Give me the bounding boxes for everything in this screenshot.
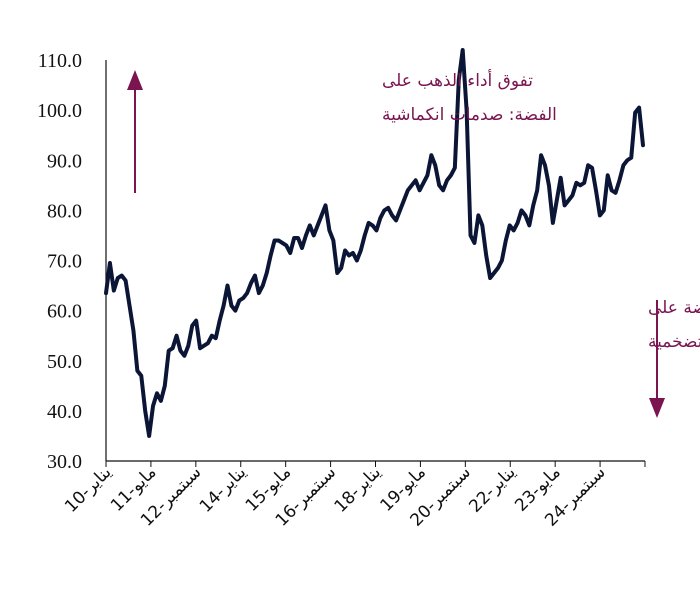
series-line: [104, 47, 645, 438]
y-tick-label: 100.0: [37, 100, 82, 122]
x-tick-labels: يناير-10مايو-11سبتمبر-12يناير-14مايو-15س…: [61, 462, 609, 531]
x-tick-label: يناير-22: [465, 462, 520, 517]
y-tick-label: 80.0: [47, 200, 82, 222]
y-tick-label: 40.0: [47, 401, 82, 423]
y-tick-label: 30.0: [47, 451, 82, 473]
y-tick-label: 110.0: [38, 50, 82, 72]
annotations-group: تفوق أداء الذهب على الفضة: صدمات انكماشية…: [127, 69, 700, 418]
y-tick-label: 50.0: [47, 351, 82, 373]
series-group: [104, 47, 645, 438]
arrow-down-icon: [649, 398, 665, 418]
annotation-up-line1: تفوق أداء الذهب على: [382, 69, 533, 91]
annotation-down-line1: تفوق أداء الفضة على: [648, 296, 700, 318]
arrow-up-icon: [127, 70, 143, 90]
annotation-up-line2: الفضة: صدمات انكماشية: [382, 105, 557, 125]
x-tick-label: يناير-18: [331, 462, 386, 517]
axes-group: [105, 60, 646, 467]
y-tick-label: 70.0: [47, 251, 82, 273]
y-tick-label: 60.0: [47, 301, 82, 323]
y-tick-labels: 30.0 40.0 50.0 60.0 70.0 80.0 90.0 100.0 110.0: [37, 50, 82, 473]
x-tick-label: يناير-14: [196, 462, 251, 517]
y-tick-label: 90.0: [47, 150, 82, 172]
annotation-down-line2: الذهب: صدمات تضخمية: [648, 332, 700, 352]
